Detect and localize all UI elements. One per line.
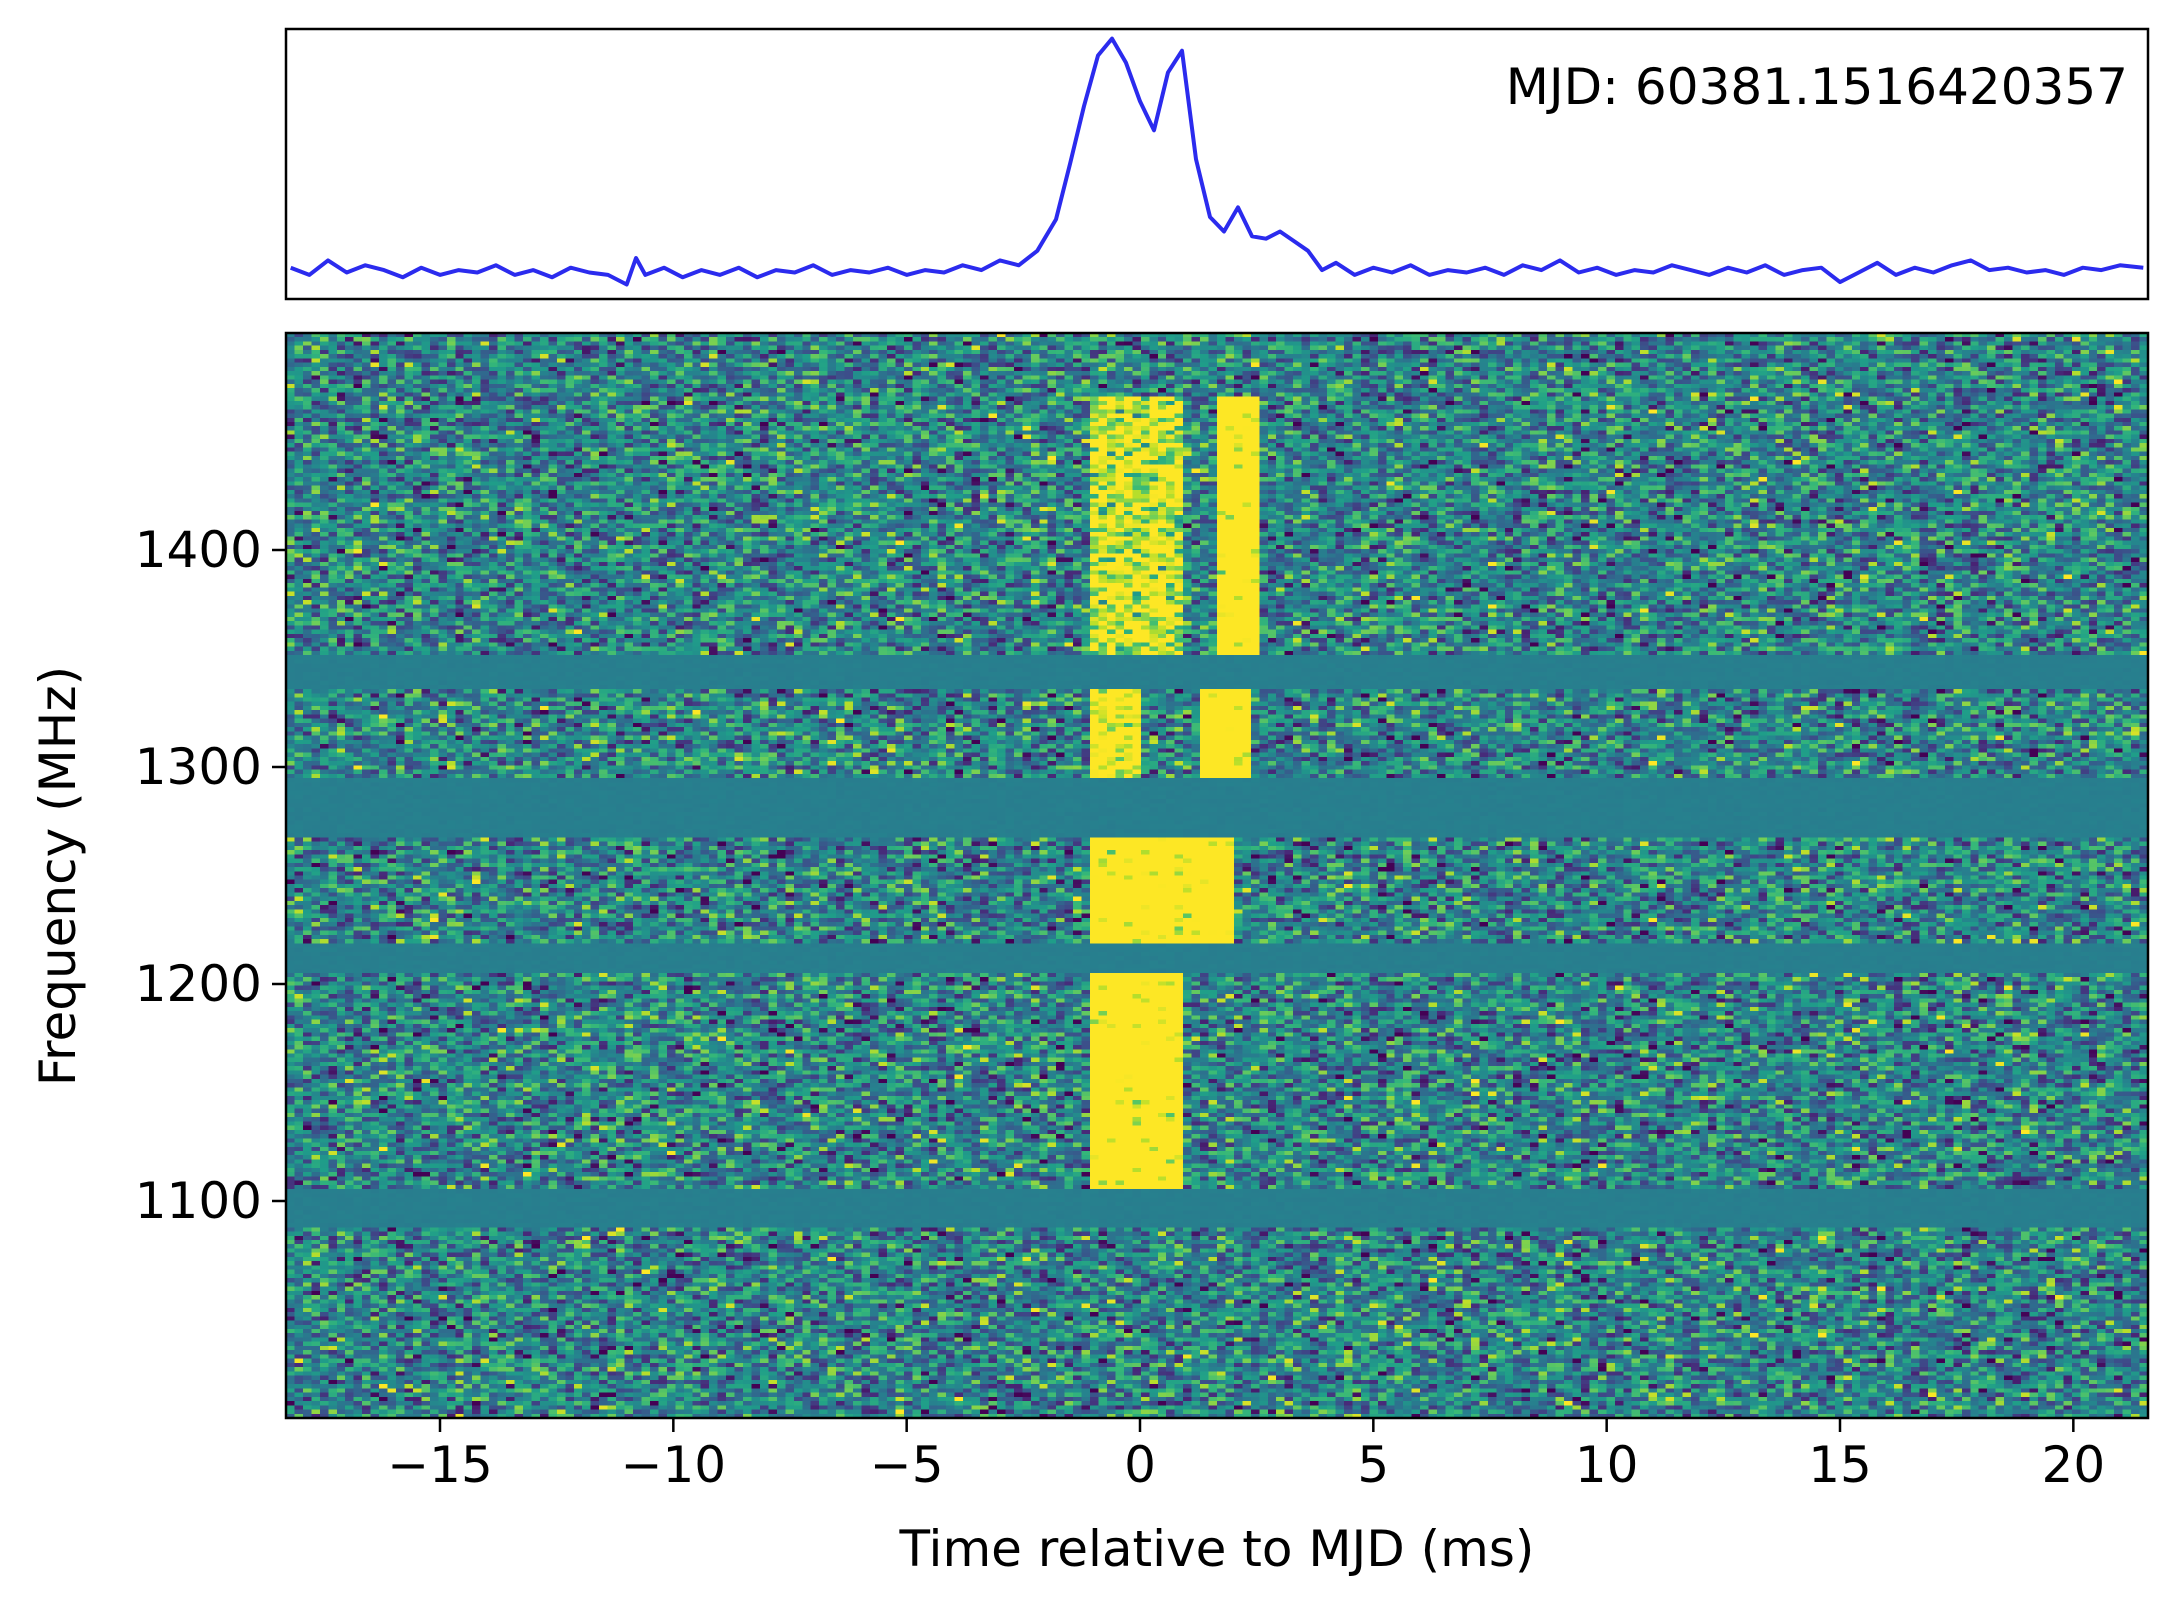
profile-plot-area [286,29,2148,299]
profile-lines [289,36,2144,287]
x-tick-label: −15 [387,1436,493,1494]
y-axis: 1100 1200 1300 1400 [135,521,286,1230]
x-tick-label: 0 [1124,1436,1156,1494]
x-tick-label: 5 [1357,1436,1389,1494]
x-tick-label: 15 [1808,1436,1872,1494]
profile-line [289,36,2144,287]
x-tick-label: −5 [870,1436,944,1494]
y-tick-label: 1100 [135,1172,262,1230]
x-tick-label: 10 [1575,1436,1639,1494]
x-axis-label: Time relative to MJD (ms) [899,1520,1535,1578]
heatmap-image [286,333,2148,1418]
spectrum-frame [284,331,2150,1420]
dynamic-spectrum-panel: −15 −10 −5 0 5 10 15 20 1100 1200 1300 1400 Time r… [29,331,2150,1578]
x-tick-label: 20 [2042,1436,2106,1494]
y-tick-label: 1300 [135,738,262,796]
mjd-annotation: MJD: 60381.1516420357 [1506,58,2128,116]
y-axis-label: Frequency (MHz) [29,666,87,1086]
pulse-profile-panel: MJD: 60381.1516420357 [284,27,2150,301]
profile-frame [284,27,2150,301]
x-axis: −15 −10 −5 0 5 10 15 20 [387,1418,2105,1494]
y-tick-label: 1200 [135,955,262,1013]
y-tick-label: 1400 [135,521,262,579]
heatmap [286,333,2148,1418]
x-tick-label: −10 [621,1436,727,1494]
